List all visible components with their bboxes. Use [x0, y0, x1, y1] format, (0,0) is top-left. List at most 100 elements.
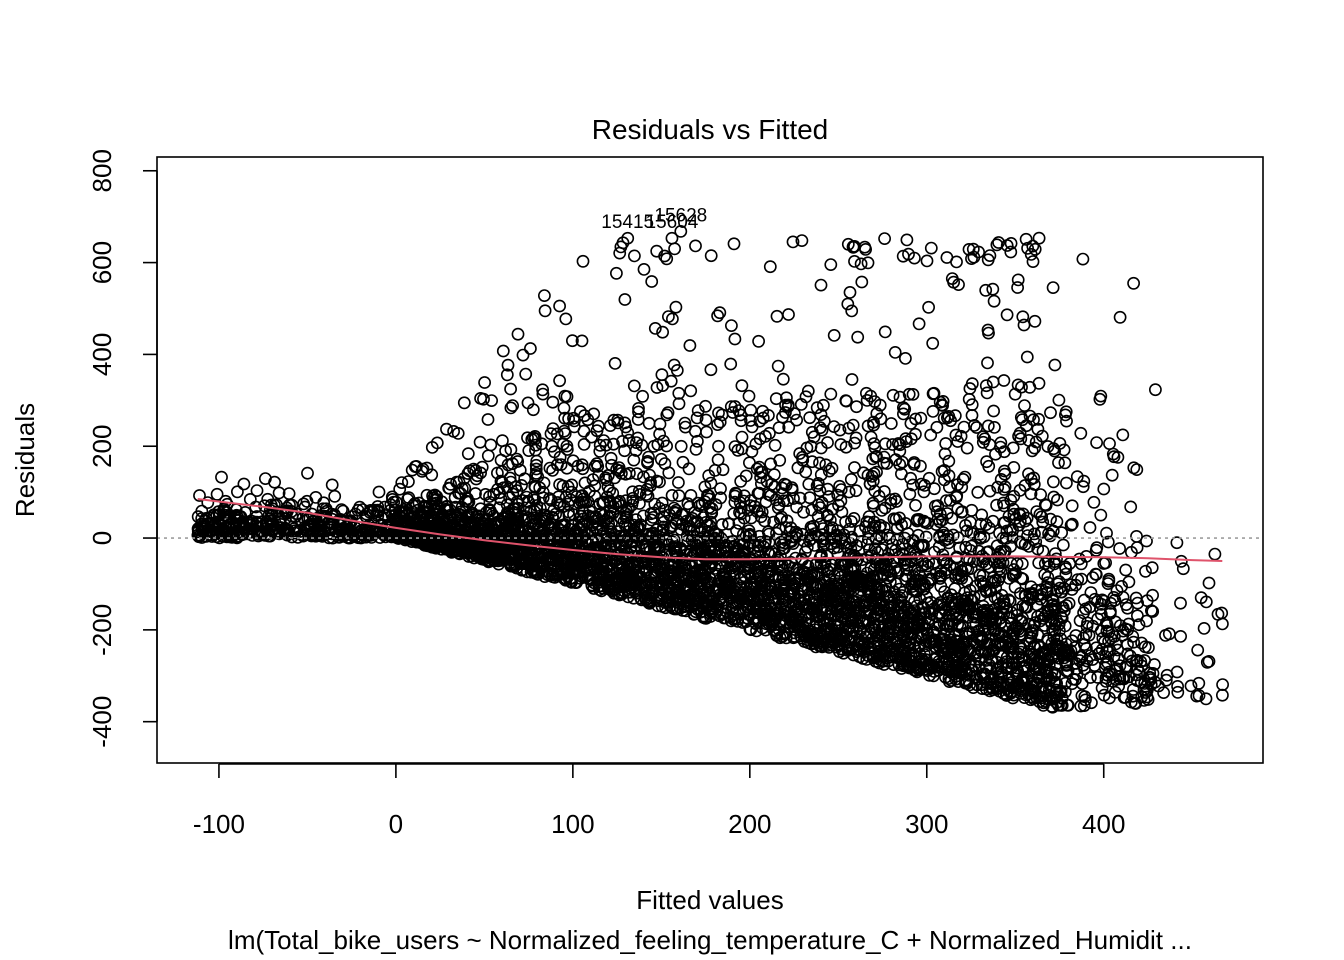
data-point: [728, 400, 742, 413]
data-point: [243, 492, 257, 506]
data-point: [1073, 552, 1086, 566]
data-point: [759, 429, 772, 443]
data-point: [530, 503, 544, 517]
data-point: [667, 501, 681, 515]
data-point: [703, 500, 716, 514]
data-point: [924, 428, 938, 442]
data-point: [1122, 670, 1136, 684]
data-point: [1104, 596, 1118, 610]
data-point: [672, 386, 686, 400]
data-point: [983, 521, 996, 535]
data-point: [542, 533, 555, 547]
data-point: [1033, 508, 1047, 521]
data-point: [544, 493, 558, 507]
data-point: [475, 460, 489, 474]
data-point: [550, 564, 564, 577]
data-point: [657, 515, 671, 529]
data-point: [1106, 674, 1120, 688]
data-point: [709, 527, 723, 541]
data-point: [626, 485, 640, 499]
data-point: [1184, 679, 1198, 693]
data-point: [847, 604, 860, 617]
data-point: [519, 367, 533, 381]
data-point: [966, 242, 980, 256]
data-point: [691, 602, 704, 616]
data-point: [737, 537, 751, 550]
data-point: [1047, 475, 1060, 489]
data-point: [441, 504, 455, 517]
data-point: [770, 309, 784, 323]
data-point: [580, 558, 594, 572]
data-point: [865, 469, 879, 483]
data-point: [558, 389, 572, 403]
data-point: [960, 677, 974, 690]
data-point: [657, 520, 670, 534]
data-point: [965, 503, 979, 517]
data-point: [1059, 567, 1073, 581]
data-point: [872, 634, 886, 648]
data-point: [983, 249, 997, 262]
data-point: [529, 462, 543, 476]
data-point: [1060, 476, 1073, 490]
data-point: [1013, 426, 1027, 440]
data-point: [622, 433, 636, 447]
data-point: [705, 506, 719, 520]
data-point: [652, 554, 666, 568]
data-point: [1020, 350, 1034, 364]
data-point: [764, 562, 778, 576]
data-point: [793, 447, 807, 460]
data-point: [750, 462, 764, 476]
data-point: [1174, 554, 1188, 568]
data-point: [678, 583, 692, 597]
data-point: [853, 524, 867, 538]
data-point: [1015, 557, 1029, 571]
data-point: [1005, 616, 1018, 630]
data-point: [282, 487, 296, 500]
chart-title: Residuals vs Fitted: [592, 114, 829, 145]
data-point: [1086, 653, 1099, 666]
data-point: [955, 572, 969, 585]
data-point: [877, 456, 891, 470]
data-point: [952, 278, 965, 291]
data-point: [801, 384, 815, 398]
data-point: [976, 435, 990, 449]
data-point: [914, 459, 927, 473]
data-point: [1083, 521, 1097, 534]
data-point: [1007, 489, 1021, 503]
data-point: [875, 543, 889, 556]
data-point: [911, 539, 925, 553]
data-point: [988, 420, 1001, 434]
data-point: [841, 297, 855, 311]
data-point: [879, 584, 892, 598]
data-point: [997, 516, 1010, 530]
data-point: [312, 527, 326, 541]
data-point: [983, 484, 997, 498]
data-point: [912, 574, 926, 588]
data-point: [1115, 580, 1128, 593]
data-point: [880, 591, 894, 605]
data-point: [983, 658, 996, 672]
data-point: [967, 647, 981, 660]
data-point: [876, 649, 889, 663]
data-point: [743, 527, 757, 541]
data-point: [1119, 622, 1132, 636]
data-point: [482, 502, 496, 516]
data-point: [454, 486, 467, 500]
data-point: [1192, 676, 1206, 690]
data-point: [599, 471, 612, 485]
data-point: [1077, 474, 1091, 488]
data-point: [780, 391, 793, 405]
data-point: [1044, 512, 1057, 526]
data-point: [745, 420, 759, 434]
data-point: [1000, 308, 1014, 322]
data-point: [599, 513, 613, 527]
data-point: [430, 436, 444, 450]
data-point: [848, 575, 862, 589]
data-point: [804, 439, 818, 453]
data-point: [616, 434, 629, 448]
data-point: [1076, 252, 1090, 266]
data-point: [487, 509, 500, 523]
data-point: [1127, 461, 1141, 475]
data-point: [634, 551, 648, 564]
data-point: [824, 387, 838, 401]
